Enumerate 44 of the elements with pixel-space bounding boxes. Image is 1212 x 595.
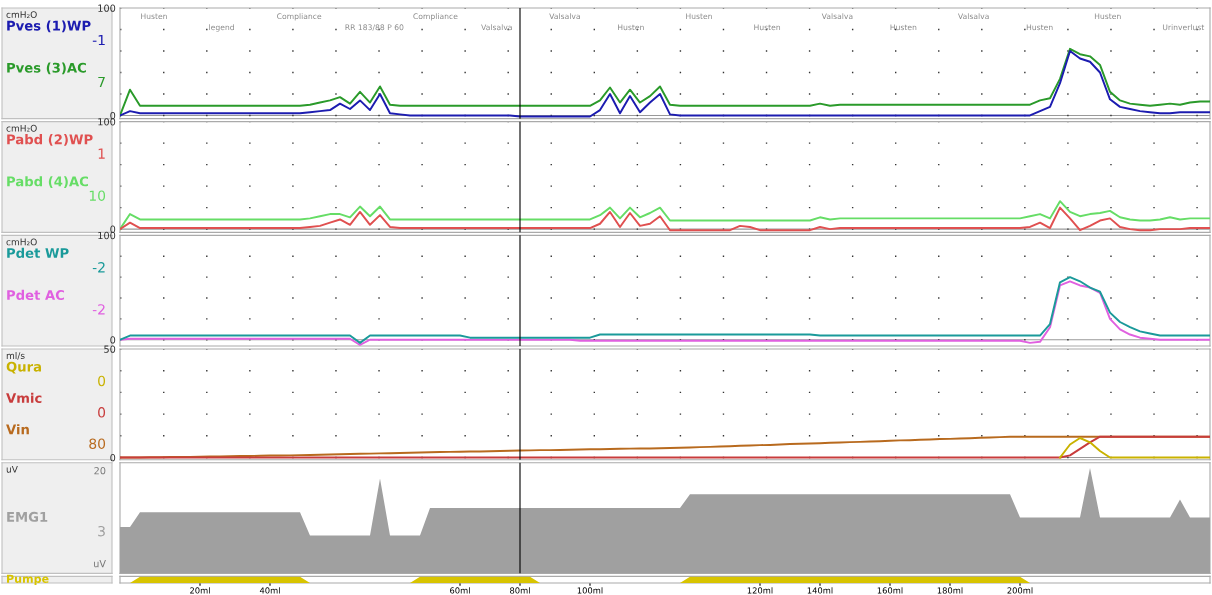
text: EMG1 (7, 511, 48, 522)
text: uV (6, 465, 18, 473)
y-axis-title: ml/s (6, 352, 25, 360)
text: Qura (6, 361, 41, 374)
y-axis-title: cmH₂O (6, 238, 37, 246)
text: 7 (98, 76, 105, 88)
y-tick-label: 50 (104, 345, 116, 353)
x-tick-label: 200ml (1007, 587, 1033, 594)
y-tick-label: 0 (110, 454, 116, 462)
y-tick-label: 0 (110, 336, 116, 344)
y-tick-label: 100 (98, 231, 116, 240)
text: Vin (6, 424, 29, 435)
y-axis-title: cmH₂O (6, 11, 37, 18)
text: Pdet WP (7, 247, 69, 258)
x-tick-label: 60ml (450, 587, 470, 594)
text: 80 (89, 438, 106, 449)
text: Vmic (6, 392, 42, 404)
x-tick-label: 100ml (577, 587, 603, 594)
x-tick-label: 120ml (747, 587, 773, 594)
x-tick-label: 160ml (877, 587, 903, 594)
y-tick-label: 100 (98, 118, 116, 126)
text: Pumpe (7, 574, 49, 586)
text: 10 (89, 190, 106, 201)
y-axis-title: uV (94, 560, 106, 568)
text: -1 (92, 34, 105, 46)
text: 1 (98, 148, 105, 159)
x-tick-label: 20ml (190, 587, 210, 594)
text: Pabd (4)AC (7, 176, 88, 188)
y-tick-label: 0 (110, 111, 116, 120)
text: Pves (3)AC (7, 62, 86, 75)
y-tick-label: 0 (110, 225, 116, 233)
text: 20 (94, 467, 106, 475)
text: 3 (98, 525, 105, 537)
text: -2 (92, 304, 105, 315)
x-tick-label: 80ml (510, 587, 530, 594)
text: Pves (1)WP (7, 20, 91, 33)
text: -2 (92, 262, 105, 273)
x-tick-label: 180ml (937, 587, 963, 594)
text: Pdet AC (7, 289, 65, 301)
x-tick-label: 40ml (259, 587, 280, 594)
y-tick-label: 100 (98, 4, 116, 12)
text: Pabd (2)WP (7, 134, 93, 146)
y-axis-title: cmH₂O (6, 124, 37, 132)
x-tick-label: 140ml (807, 587, 833, 594)
